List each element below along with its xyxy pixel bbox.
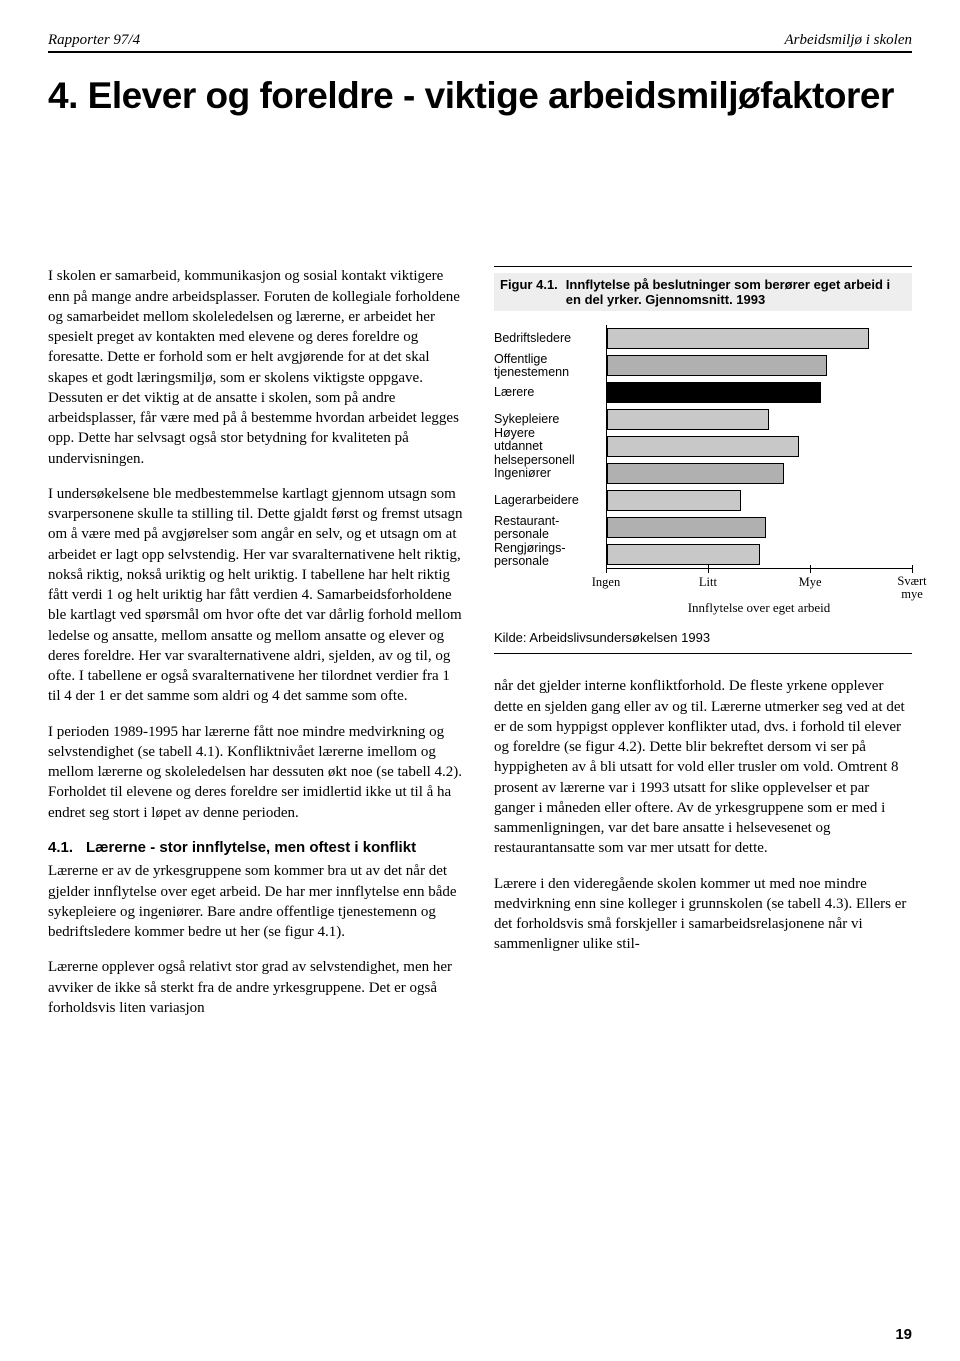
axis-tick: [606, 565, 607, 573]
body-paragraph: når det gjelder interne konfliktforhold.…: [494, 676, 912, 858]
figure-source: Kilde: Arbeidslivsundersøkelsen 1993: [494, 630, 912, 645]
body-paragraph: Lærerne opplever også relativt stor grad…: [48, 957, 466, 1018]
subsection-heading: 4.1.Lærerne - stor innflytelse, men ofte…: [48, 838, 466, 858]
chart-bar: [607, 328, 869, 349]
page-number: 19: [895, 1326, 912, 1343]
body-paragraph: I perioden 1989-1995 har lærerne fått no…: [48, 722, 466, 823]
header-right: Arbeidsmiljø i skolen: [785, 32, 913, 49]
chart-bar: [607, 409, 769, 430]
chart-bar: [607, 355, 827, 376]
axis-tick: [708, 565, 709, 573]
figure-title: Innflytelse på beslutninger som berører …: [566, 277, 906, 307]
figure-4-1: Figur 4.1. Innflytelse på beslutninger s…: [494, 266, 912, 654]
chart-category-label: Restaurant-personale: [494, 515, 606, 541]
chart-track: [606, 460, 912, 487]
chart-bar: [607, 436, 799, 457]
axis-tick-label: Mye: [799, 575, 822, 590]
chart-track: [606, 541, 912, 568]
axis-tick-label: Litt: [699, 575, 717, 590]
body-paragraph: Lærere i den videregående skolen kommer …: [494, 874, 912, 955]
chart-category-label: Lagerarbeidere: [494, 494, 606, 507]
axis-tick: [912, 565, 913, 573]
right-column: Figur 4.1. Innflytelse på beslutninger s…: [494, 266, 912, 1018]
chart-track: [606, 352, 912, 379]
chart-row: Høyereutdannet helsepersonell: [494, 433, 912, 460]
chart-bar: [607, 490, 741, 511]
axis-tick-label: Ingen: [592, 575, 620, 590]
chart-category-label: Lærere: [494, 386, 606, 399]
figure-label: Figur 4.1.: [500, 277, 558, 307]
chart-track: [606, 325, 912, 352]
chart-row: Bedriftsledere: [494, 325, 912, 352]
chart-row: Restaurant-personale: [494, 514, 912, 541]
chart-bar: [607, 463, 784, 484]
chart-row: Offentligetjenestemenn: [494, 352, 912, 379]
chart-track: [606, 433, 912, 460]
subsection-title: Lærerne - stor innflytelse, men oftest i…: [86, 839, 416, 856]
chart-category-label: Bedriftsledere: [494, 332, 606, 345]
axis-title: Innflytelse over eget arbeid: [606, 600, 912, 616]
body-paragraph: I undersøkelsene ble medbestemmelse kart…: [48, 484, 466, 707]
chart-category-label: Høyereutdannet helsepersonell: [494, 427, 606, 466]
body-paragraph: I skolen er samarbeid, kommunikasjon og …: [48, 266, 466, 469]
chart-track: [606, 487, 912, 514]
chart-bar: [607, 544, 760, 565]
axis-tick: [810, 565, 811, 573]
chart-row: Lagerarbeidere: [494, 487, 912, 514]
chart-bar: [607, 382, 821, 403]
left-column: I skolen er samarbeid, kommunikasjon og …: [48, 266, 466, 1018]
chapter-title: 4. Elever og foreldre - viktige arbeidsm…: [48, 75, 912, 116]
chart-track: [606, 379, 912, 406]
chart-bar: [607, 517, 766, 538]
x-axis: IngenLittMyeSværtmye: [606, 568, 912, 596]
bar-chart: Bedriftsledere Offentligetjenestemenn Lære…: [494, 325, 912, 568]
chart-row: Lærere: [494, 379, 912, 406]
header-rule: [48, 51, 912, 53]
chart-track: [606, 406, 912, 433]
chart-category-label: Ingeniører: [494, 467, 606, 480]
body-paragraph: Lærerne er av de yrkesgruppene som komme…: [48, 861, 466, 942]
subsection-number: 4.1.: [48, 838, 86, 858]
axis-tick-label: Sværtmye: [897, 575, 926, 600]
header-left: Rapporter 97/4: [48, 32, 140, 49]
chart-category-label: Rengjørings-personale: [494, 542, 606, 568]
chart-category-label: Offentligetjenestemenn: [494, 353, 606, 379]
chart-row: Rengjørings-personale: [494, 541, 912, 568]
chart-track: [606, 514, 912, 541]
chart-category-label: Sykepleiere: [494, 413, 606, 426]
